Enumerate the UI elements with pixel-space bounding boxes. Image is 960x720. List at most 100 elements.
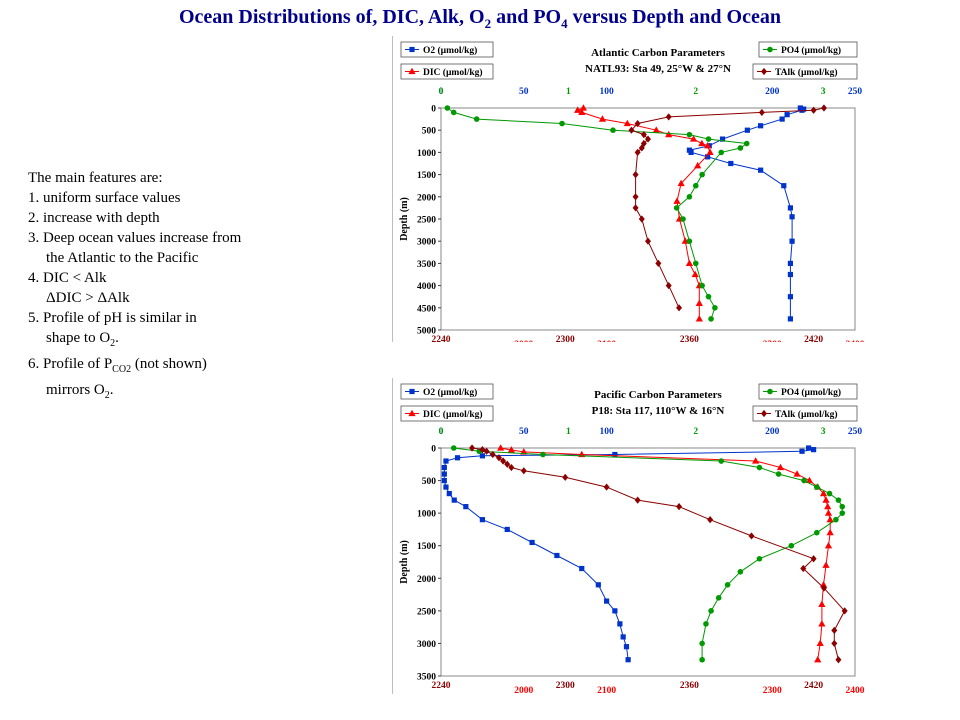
- atl-ytick-label: 1500: [417, 171, 436, 181]
- pac-legend-marker-dic: [408, 409, 416, 417]
- atl-point-po4: [686, 238, 693, 244]
- pac-point-talk: [469, 444, 476, 452]
- pac-ytick-label: 3500: [417, 673, 436, 683]
- atl-point-talk: [665, 282, 672, 290]
- atl-point-o2: [758, 167, 764, 173]
- pac-bottom-tick-talk: 2420: [804, 681, 823, 691]
- pac-point-o2: [441, 464, 447, 471]
- note-item-6a: 6. Profile of PCO2 (not shown): [28, 354, 328, 380]
- pac-point-po4: [835, 497, 842, 503]
- pac-point-po4: [450, 445, 457, 451]
- atl-point-talk: [758, 108, 765, 117]
- atl-ylabel: Depth (m): [399, 197, 410, 241]
- atl-point-po4: [699, 171, 705, 178]
- atl-point-po4: [444, 105, 451, 111]
- pac-point-talk: [831, 626, 838, 634]
- atl-top-tick-po4: 1: [566, 87, 571, 97]
- atl-legend-label-o2: O2 (µmol/kg): [423, 45, 477, 56]
- atl-point-talk: [820, 104, 827, 112]
- atl-point-talk: [640, 139, 647, 148]
- atl-point-dic: [691, 270, 699, 278]
- atl-point-dic: [652, 126, 660, 133]
- pac-point-talk: [483, 447, 490, 455]
- pac-point-dic: [822, 496, 830, 503]
- atl-legend-o2: O2 (µmol/kg): [400, 41, 494, 58]
- atl-legend-marker-dic: [408, 67, 416, 75]
- atl-series-o2: [686, 105, 807, 322]
- pac-top-tick-o2: 50: [519, 427, 529, 437]
- note-5b-text: shape to O: [46, 330, 111, 346]
- pac-line-o2: [443, 447, 814, 660]
- note-6b-text: mirrors O: [46, 382, 105, 398]
- atl-bottom-tick-talk: 2360: [680, 335, 699, 342]
- atl-point-talk: [632, 204, 639, 212]
- atl-point-talk: [810, 106, 817, 114]
- atl-point-dic: [694, 161, 702, 169]
- atl-series-po4: [444, 105, 750, 322]
- pac-point-o2: [617, 621, 623, 627]
- pac-bottom-tick-dic: 2100: [597, 686, 616, 694]
- atl-chart-subtitle: NATL93: Sta 49, 25°W & 27°N: [585, 63, 731, 75]
- note-5b-end: .: [115, 330, 119, 346]
- pac-bottom-tick-talk: 2300: [556, 681, 575, 691]
- pac-point-o2: [443, 458, 449, 464]
- pac-point-o2: [479, 453, 485, 459]
- pac-point-po4: [826, 490, 833, 497]
- atl-point-o2: [779, 116, 785, 122]
- atl-legend-label-talk: TAlk (µmol/kg): [775, 67, 838, 78]
- pac-chart-title: Pacific Carbon Parameters: [594, 389, 722, 401]
- title-sub-b: 4: [561, 16, 568, 31]
- pac-point-talk: [495, 454, 502, 462]
- atl-point-talk: [638, 215, 645, 223]
- atl-point-dic: [598, 115, 607, 122]
- pac-bottom-tick-dic: 2300: [763, 686, 782, 694]
- atl-point-o2: [758, 123, 764, 129]
- note-item-1: 1. uniform surface values: [28, 190, 181, 206]
- atl-legend-po4: PO4 (µmol/kg): [758, 41, 858, 58]
- pac-point-po4: [708, 608, 714, 614]
- pac-legend-o2: O2 (µmol/kg): [400, 383, 494, 400]
- slide-title: Ocean Distributions of, DIC, Alk, O2 and…: [0, 6, 960, 32]
- atl-point-o2: [787, 294, 794, 300]
- atl-point-dic: [704, 141, 712, 149]
- pac-ytick-label: 1500: [417, 542, 436, 552]
- pac-line-po4: [453, 447, 843, 660]
- atl-point-po4: [705, 293, 712, 300]
- atl-top-tick-po4: 0: [439, 87, 444, 97]
- atl-ytick-label: 0: [431, 105, 436, 115]
- pac-legend-dic: DIC (µmol/kg): [400, 405, 494, 422]
- pac-ylabel: Depth (m): [399, 540, 410, 584]
- atl-bottom-tick-dic: 2000: [514, 340, 533, 342]
- pac-point-talk: [562, 473, 569, 481]
- note-6a-end: (not shown): [131, 356, 207, 372]
- pac-point-dic: [824, 502, 832, 510]
- pac-legend-marker-talk: [761, 409, 767, 418]
- pac-point-dic: [819, 489, 828, 497]
- atl-line-talk: [630, 107, 825, 309]
- atl-point-po4: [686, 194, 693, 200]
- atl-legend-talk: TAlk (µmol/kg): [752, 63, 858, 80]
- pac-point-po4: [756, 464, 763, 471]
- pac-point-o2: [441, 471, 447, 477]
- pac-top-tick-po4: 3: [821, 427, 826, 437]
- atl-point-o2: [787, 316, 794, 322]
- pac-ytick-label: 3000: [417, 640, 436, 650]
- atl-point-o2: [705, 154, 711, 160]
- atl-bottom-tick-talk: 2300: [556, 335, 575, 342]
- pac-point-dic: [818, 600, 826, 607]
- atl-point-talk: [632, 193, 639, 201]
- atl-legend-label-po4: PO4 (µmol/kg): [781, 45, 841, 56]
- pac-legend-box-o2: [400, 383, 494, 400]
- atl-ytick-label: 4000: [417, 282, 436, 292]
- pac-point-po4: [813, 484, 820, 490]
- pac-point-po4: [718, 458, 725, 464]
- pac-bottom-tick-dic: 2400: [846, 686, 865, 694]
- atl-legend-label-dic: DIC (µmol/kg): [423, 67, 483, 78]
- pac-point-talk: [831, 639, 838, 648]
- atl-point-po4: [743, 140, 750, 147]
- pac-point-dic: [776, 463, 785, 471]
- pac-point-o2: [623, 644, 630, 650]
- atl-point-talk: [632, 171, 639, 179]
- atl-top-tick-po4: 2: [693, 87, 698, 97]
- atl-point-po4: [450, 109, 457, 116]
